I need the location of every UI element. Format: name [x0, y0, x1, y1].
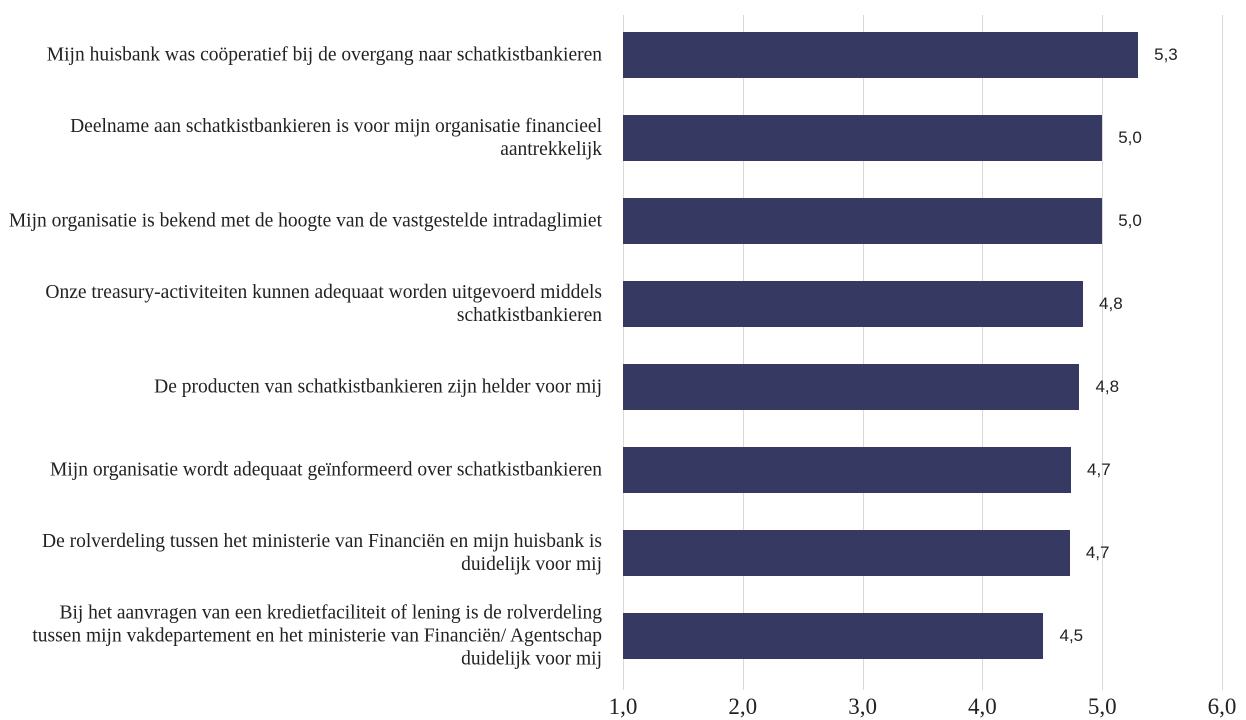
x-tick-label: 3,0 — [848, 694, 877, 719]
value-label: 4,5 — [1059, 626, 1084, 645]
category-label: Mijn organisatie wordt adequaat geïnform… — [50, 459, 602, 481]
bar — [623, 32, 1139, 78]
bar — [623, 198, 1103, 244]
value-label: 5,0 — [1118, 211, 1142, 230]
x-tick-label: 6,0 — [1207, 694, 1237, 719]
bar — [623, 530, 1070, 576]
category-label: De producten van schatkistbankieren zijn… — [154, 376, 602, 398]
bar — [623, 613, 1044, 659]
category-label: Bij het aanvragen van een kredietfacilit… — [32, 602, 602, 670]
category-label: Deelname aan schatkistbankieren is voor … — [70, 116, 602, 160]
x-tick-label: 1,0 — [608, 694, 638, 719]
x-tick-label: 5,0 — [1087, 694, 1117, 719]
value-label: 5,3 — [1154, 45, 1178, 64]
grid-line — [982, 15, 984, 690]
bar — [623, 447, 1072, 493]
bar — [623, 115, 1103, 161]
category-label: Mijn huisbank was coöperatief bij de ove… — [46, 44, 602, 66]
grid-line — [862, 15, 864, 690]
grid-line — [623, 15, 624, 690]
category-label: Mijn organisatie is bekend met de hoogte… — [8, 210, 602, 232]
grid-line — [1102, 15, 1104, 690]
value-label: 5,0 — [1118, 128, 1142, 147]
bar — [623, 364, 1080, 410]
x-tick-label: 2,0 — [728, 694, 758, 719]
category-label: De rolverdeling tussen het ministerie va… — [42, 531, 602, 575]
x-tick-label: 4,0 — [968, 694, 997, 719]
value-label: 4,7 — [1087, 460, 1111, 479]
value-label: 4,7 — [1085, 543, 1110, 562]
bar — [623, 281, 1084, 327]
value-label: 4,8 — [1099, 294, 1123, 313]
grid-line — [742, 15, 744, 690]
grid-line — [1222, 15, 1223, 690]
category-label: Onze treasury-activiteiten kunnen adequa… — [45, 282, 602, 326]
value-label: 4,8 — [1095, 377, 1120, 396]
